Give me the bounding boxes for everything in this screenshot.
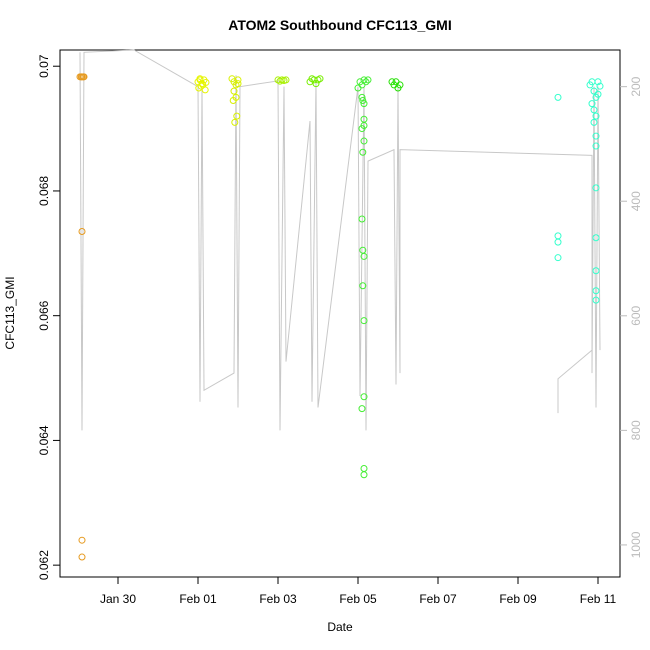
data-point (594, 78, 602, 86)
y-tick-label: 0.066 (37, 300, 51, 330)
data-point (234, 76, 242, 84)
data-point (359, 97, 367, 105)
y-tick-label: 0.064 (37, 425, 51, 455)
data-point (360, 393, 368, 401)
data-point (360, 464, 368, 472)
x-tick-label: Feb 09 (499, 592, 537, 606)
x-tick-label: Feb 07 (419, 592, 457, 606)
data-point (360, 252, 368, 260)
data-point (282, 76, 290, 84)
data-point (359, 148, 367, 156)
profile-line (557, 349, 593, 414)
y2-tick-label: 400 (629, 191, 643, 211)
data-point (78, 553, 86, 561)
data-point (592, 184, 600, 192)
data-point (197, 82, 205, 90)
plot-frame (59, 49, 621, 578)
x-axis-label: Date (327, 620, 353, 634)
y-tick-label: 0.062 (37, 550, 51, 580)
data-point (592, 234, 600, 242)
data-point (554, 254, 562, 262)
y2-tick-label: 800 (629, 420, 643, 440)
data-point (592, 296, 600, 304)
data-point (358, 405, 366, 413)
data-point (230, 87, 238, 95)
data-point (234, 80, 242, 88)
data-point (594, 90, 602, 98)
data-point (360, 115, 368, 123)
y2-tick-label: 1000 (629, 531, 643, 558)
data-point (358, 215, 366, 223)
x-tick-label: Feb 03 (259, 592, 297, 606)
data-point (362, 78, 370, 86)
y-axis-label: CFC113_GMI (3, 276, 17, 349)
x-tick-label: Feb 01 (179, 592, 217, 606)
data-point (360, 100, 368, 108)
data-point (360, 76, 368, 84)
data-point (229, 97, 237, 105)
data-point (233, 112, 241, 120)
data-point (201, 86, 209, 94)
data-point (78, 227, 86, 235)
data-point (592, 287, 600, 295)
data-point (592, 267, 600, 275)
data-point (590, 106, 598, 114)
data-point (358, 93, 366, 101)
y-tick-label: 0.07 (37, 54, 51, 78)
chart-title: ATOM2 Southbound CFC113_GMI (228, 17, 452, 33)
data-point (359, 282, 367, 290)
profile-line (79, 49, 601, 431)
x-tick-label: Feb 11 (580, 592, 617, 606)
x-tick-label: Feb 05 (339, 592, 377, 606)
data-point (231, 118, 239, 126)
data-point (588, 100, 596, 108)
data-point (360, 317, 368, 325)
y2-tick-label: 200 (629, 76, 643, 96)
data-point (316, 75, 324, 83)
data-point (596, 82, 604, 90)
data-point (590, 118, 598, 126)
x-tick-label: Jan 30 (100, 592, 136, 606)
data-point (396, 81, 404, 89)
y-tick-label: 0.068 (37, 176, 51, 206)
data-point (364, 76, 372, 84)
data-point (196, 75, 204, 83)
data-point (312, 80, 320, 88)
data-point (360, 137, 368, 145)
data-point (592, 132, 600, 140)
data-point (592, 142, 600, 150)
data-point (592, 112, 600, 120)
data-point (80, 73, 88, 81)
data-point (554, 238, 562, 246)
data-point (360, 471, 368, 479)
data-point (554, 93, 562, 101)
data-point (554, 232, 562, 240)
y2-tick-label: 600 (629, 305, 643, 325)
data-point (78, 536, 86, 544)
